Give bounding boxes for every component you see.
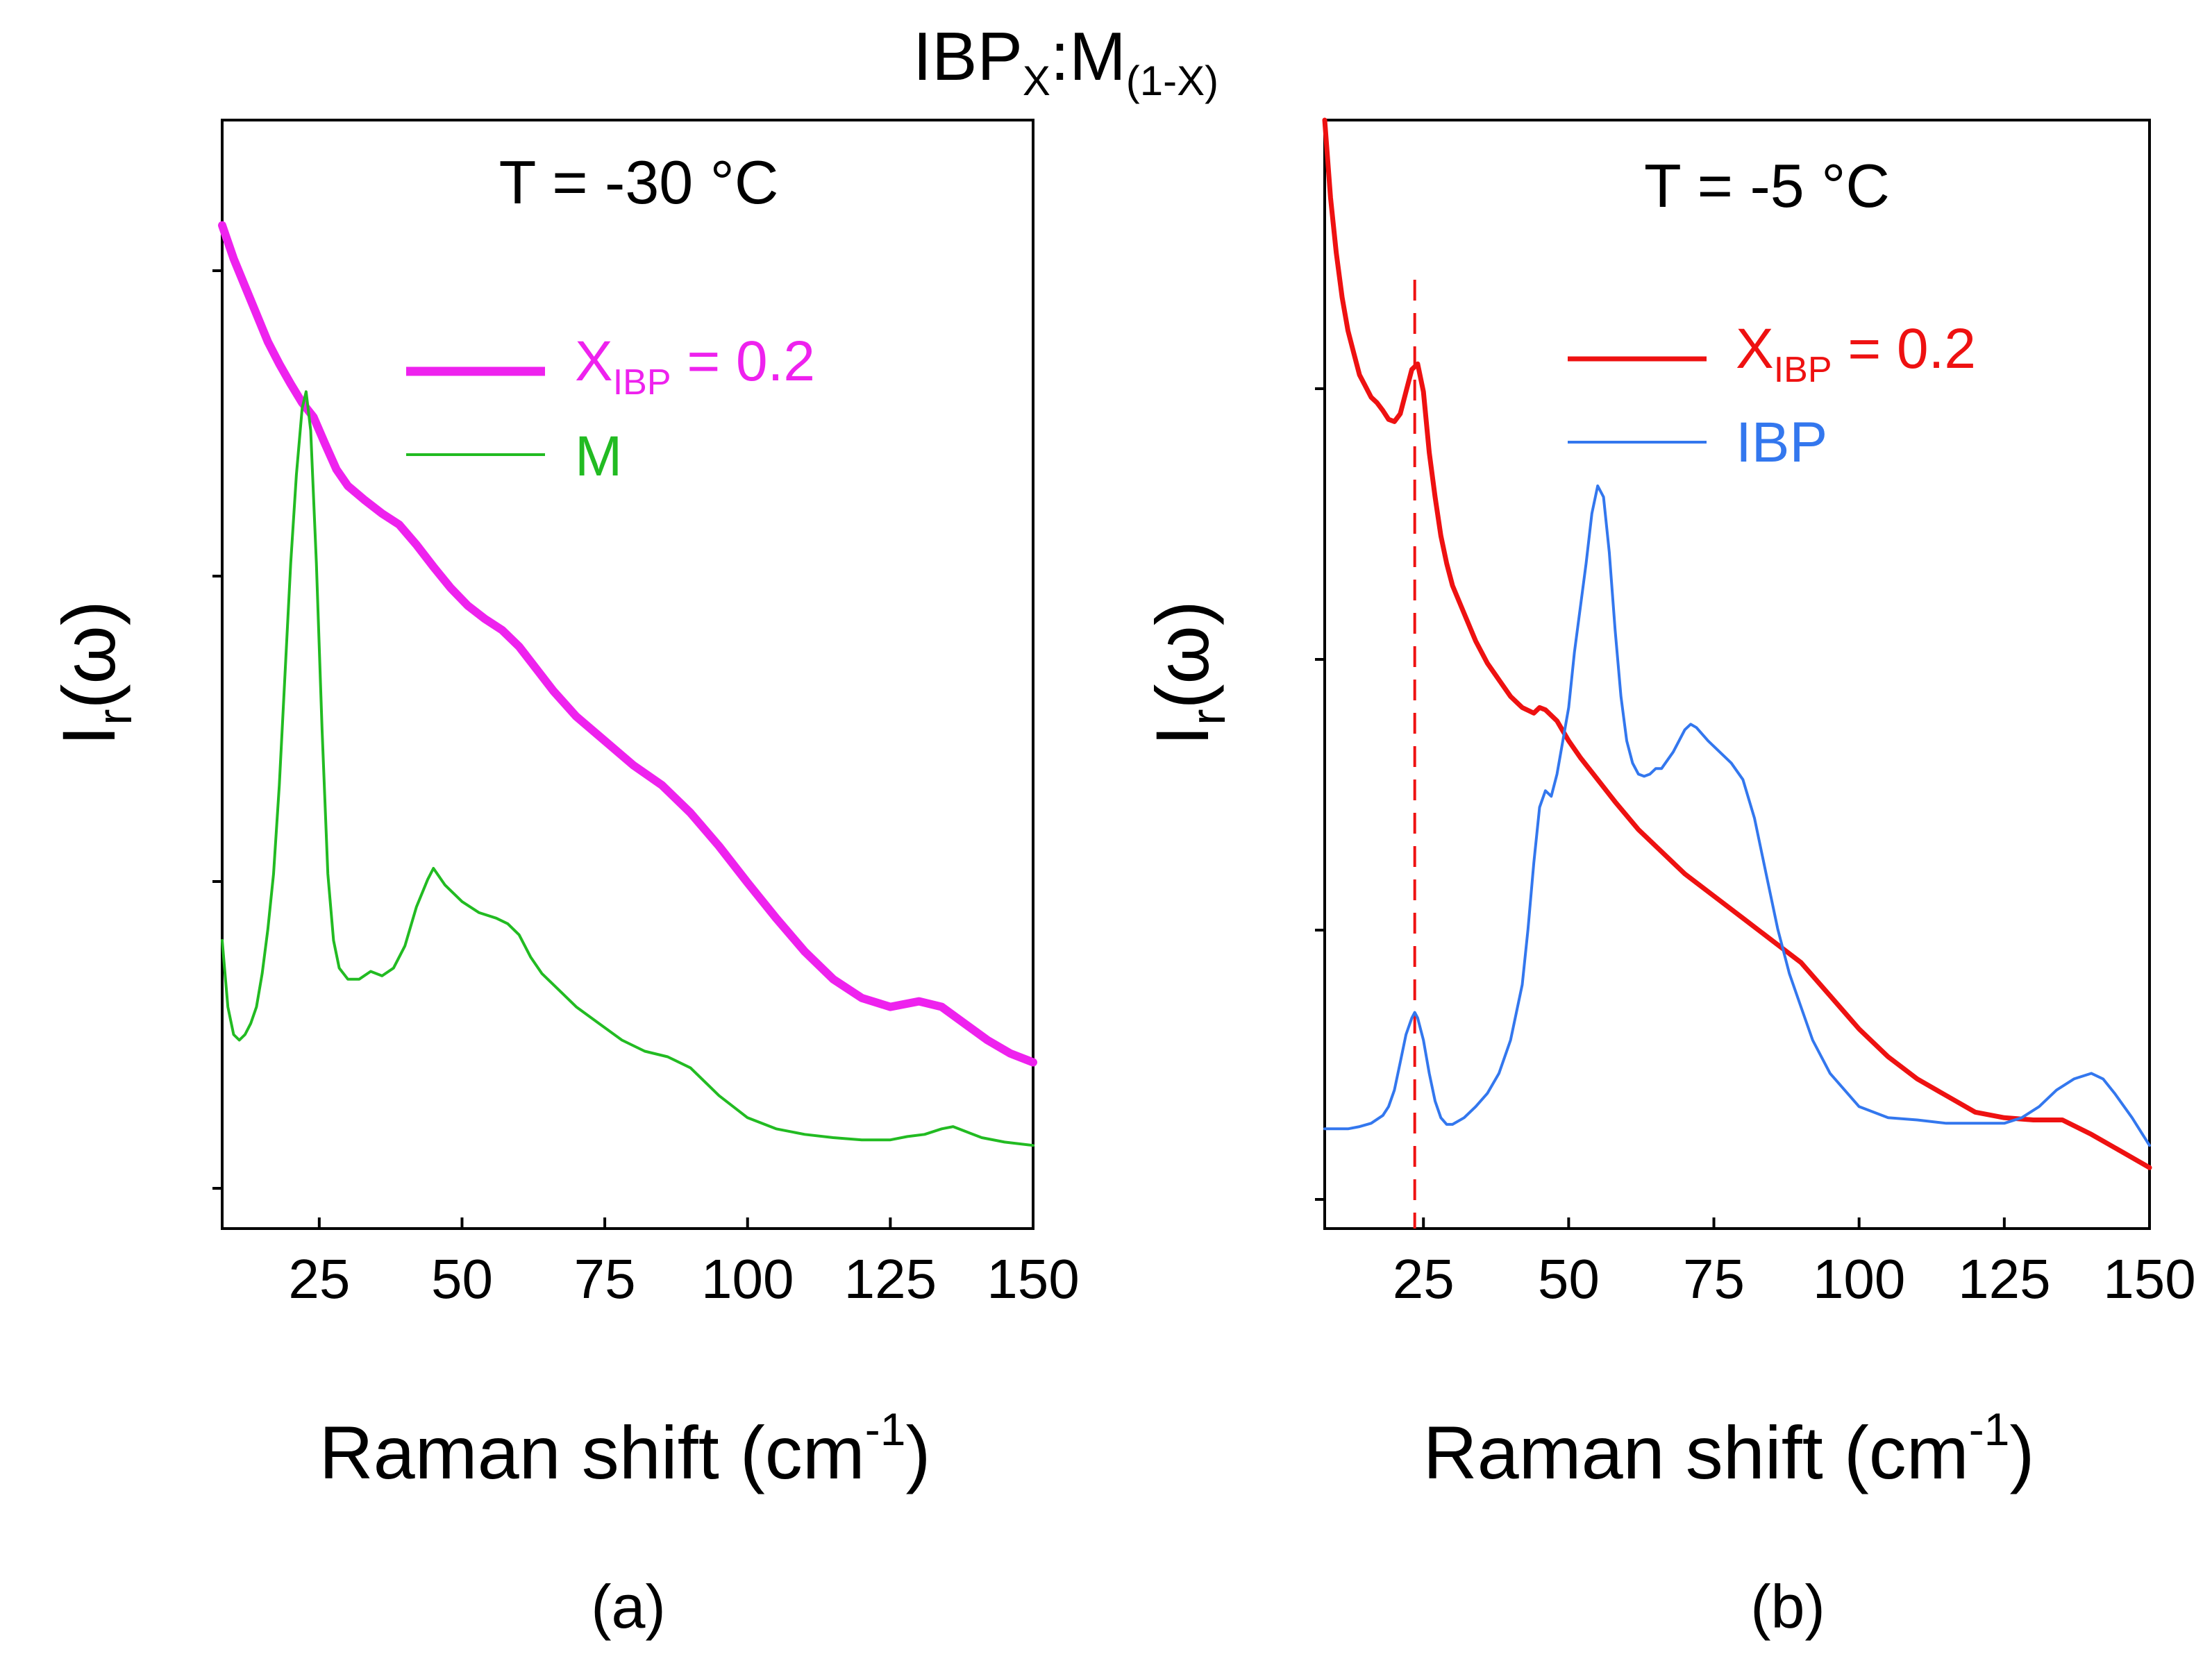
x-tick-label-a-4: 125 — [844, 1248, 937, 1310]
panel-title-b: T = -5 °C — [1644, 151, 1890, 220]
plot-frame-b — [1323, 119, 2151, 1230]
axis-ticks-b: 25 50 75 100 125 150 — [1315, 387, 2196, 1310]
legend-label-a-0-end: = 0.2 — [671, 330, 815, 393]
x-tick-label-a-3: 100 — [701, 1248, 794, 1310]
series-line-b-1 — [1323, 484, 2151, 1147]
legend-label-b-1-main: IBP — [1736, 411, 1827, 474]
panel-b: 25 50 75 100 125 150 T = -5 °C XIBP = 0.2 IBP… — [1140, 117, 2196, 1641]
ylabel-b-sub: r — [1181, 709, 1235, 725]
x-tick-label-a-5: 150 — [987, 1248, 1079, 1310]
panel-a: 25 50 75 100 125 150 T = -30 °C XIBP = 0.2 M … — [47, 119, 1080, 1641]
x-tick-label-a-0: 25 — [288, 1248, 350, 1310]
xlabel-b: Raman shift (cm-1) — [1423, 1403, 2035, 1494]
legend-label-a-0: XIBP = 0.2 — [575, 330, 815, 403]
panel-caption-b: (b) — [1750, 1572, 1825, 1641]
legend-label-a-1: M — [575, 425, 622, 488]
figure-title: IBPX:M(1-X) — [913, 18, 1218, 104]
xlabel-b-main: Raman shift (cm — [1423, 1410, 1969, 1494]
x-tick-label-a-2: 75 — [574, 1248, 636, 1310]
figure-title-main: IBP — [913, 18, 1023, 94]
ylabel-a-main: I — [47, 725, 131, 746]
legend-b: XIBP = 0.2 IBP — [1568, 317, 1976, 474]
plot-frame-a — [221, 119, 1034, 1230]
ylabel-a-end: (ω) — [47, 600, 131, 709]
xlabel-a-main: Raman shift (cm — [319, 1410, 865, 1494]
x-tick-label-b-5: 150 — [2103, 1248, 2195, 1310]
xlabel-a: Raman shift (cm-1) — [319, 1403, 931, 1494]
x-tick-label-b-2: 75 — [1683, 1248, 1745, 1310]
panel-title-a: T = -30 °C — [499, 148, 779, 217]
x-tick-label-b-3: 100 — [1813, 1248, 1905, 1310]
figure-title-sep: :M — [1050, 18, 1126, 94]
x-tick-label-b-0: 25 — [1393, 1248, 1455, 1310]
legend-label-a-0-sub: IBP — [613, 362, 671, 403]
series-group-a — [218, 221, 1037, 1147]
xlabel-b-end: ) — [2009, 1410, 2034, 1494]
legend-label-b-1: IBP — [1736, 411, 1827, 474]
series-group-b — [1322, 117, 2152, 1170]
ylabel-a: Ir(ω) — [47, 600, 142, 746]
ylabel-b-end: (ω) — [1140, 600, 1224, 709]
legend-label-a-1-main: M — [575, 425, 622, 488]
legend-label-b-0: XIBP = 0.2 — [1736, 317, 1976, 390]
xlabel-b-sup: -1 — [1969, 1403, 2010, 1455]
series-line-a-1 — [221, 390, 1034, 1147]
xlabel-a-sup: -1 — [865, 1403, 906, 1455]
panel-caption-a: (a) — [591, 1572, 666, 1641]
x-tick-label-b-1: 50 — [1538, 1248, 1600, 1310]
ylabel-a-sub: r — [87, 709, 142, 725]
legend-a: XIBP = 0.2 M — [406, 330, 815, 488]
legend-label-b-0-main: X — [1736, 317, 1774, 380]
series-line-a-0 — [218, 221, 1037, 1067]
xlabel-a-end: ) — [905, 1410, 930, 1494]
ylabel-b: Ir(ω) — [1140, 600, 1235, 746]
x-tick-label-b-4: 125 — [1958, 1248, 2050, 1310]
figure-title-sub1: X — [1023, 58, 1050, 104]
legend-label-b-0-sub: IBP — [1774, 350, 1832, 390]
ylabel-b-main: I — [1140, 725, 1224, 746]
axis-ticks-a: 25 50 75 100 125 150 — [212, 269, 1080, 1310]
figure-title-sub2: (1-X) — [1126, 58, 1218, 104]
series-line-b-0 — [1322, 117, 2152, 1170]
legend-label-a-0-main: X — [575, 330, 613, 393]
x-tick-label-a-1: 50 — [431, 1248, 493, 1310]
legend-label-b-0-end: = 0.2 — [1832, 317, 1976, 380]
